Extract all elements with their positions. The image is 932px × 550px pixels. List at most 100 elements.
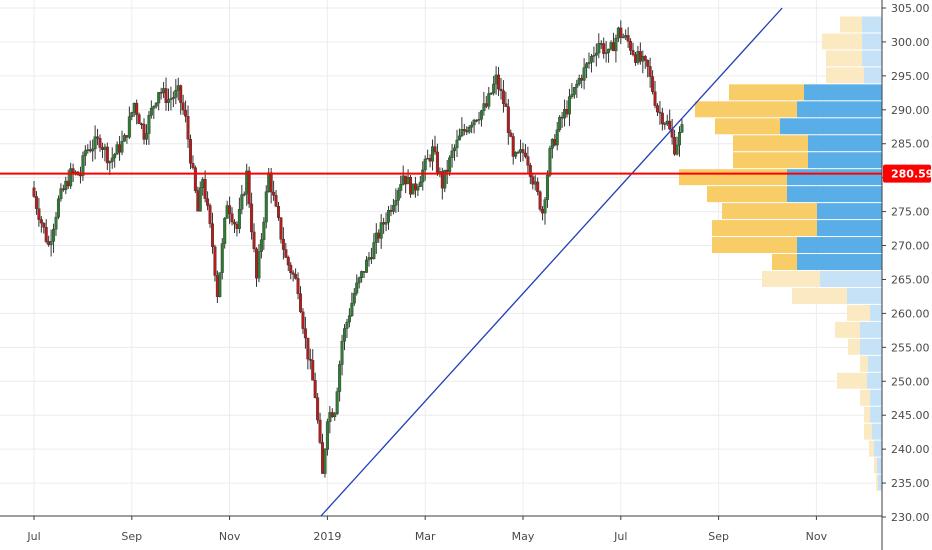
candle-body	[607, 48, 611, 53]
y-tick-label: 295.00	[891, 70, 930, 83]
volume-profile-down-bar	[679, 169, 787, 186]
candle-body	[404, 175, 408, 185]
candle-body	[213, 246, 217, 276]
candle-body	[526, 156, 530, 166]
candle-body	[577, 78, 581, 85]
candle-body	[237, 209, 241, 229]
candle-body	[294, 274, 298, 279]
candle-body	[455, 139, 459, 149]
candle-body	[382, 222, 386, 225]
candle-body	[355, 282, 359, 294]
candle-body	[494, 74, 498, 85]
candle-body	[171, 97, 175, 99]
candle-body	[181, 102, 185, 111]
candle-body	[144, 133, 148, 140]
candle-body	[208, 205, 212, 224]
candle-body	[152, 106, 156, 109]
candle-body	[135, 102, 139, 115]
volume-profile-down-bar	[712, 237, 797, 254]
candle-body	[499, 88, 503, 91]
x-tick-label: Jul	[613, 530, 627, 543]
candle-body	[61, 188, 65, 191]
candle-body	[103, 146, 107, 150]
candle-body	[428, 158, 432, 162]
candle-body	[343, 328, 347, 342]
candle-body	[680, 124, 684, 133]
candle-body	[179, 85, 183, 103]
candle-body	[110, 157, 114, 162]
candle-body	[658, 111, 662, 114]
candle-body	[299, 293, 303, 312]
volume-profile-up-bar	[797, 101, 882, 118]
candle-body	[254, 248, 258, 279]
candle-body	[594, 52, 598, 56]
candle-body	[78, 174, 82, 177]
candle-body	[514, 152, 518, 157]
candle-body	[303, 328, 307, 339]
y-tick-label: 245.00	[891, 409, 930, 422]
candle-body	[465, 130, 469, 133]
candle-body	[487, 93, 491, 107]
volume-profile-up-bar	[870, 406, 882, 423]
candle-body	[42, 222, 46, 228]
candle-body	[313, 380, 317, 398]
x-tick-label: May	[512, 530, 535, 543]
candle-body	[435, 151, 439, 173]
candle-body	[333, 413, 337, 418]
candle-body	[225, 205, 229, 219]
candle-body	[250, 203, 254, 233]
candle-body	[477, 119, 481, 121]
volume-profile-down-bar	[864, 423, 872, 440]
candle-body	[321, 442, 325, 474]
candle-body	[401, 175, 405, 185]
candle-body	[262, 221, 266, 241]
candle-body	[32, 187, 36, 197]
candle-body	[86, 149, 90, 151]
volume-profile-up-bar	[860, 338, 882, 355]
candle-body	[504, 103, 508, 107]
y-tick-label: 275.00	[891, 206, 930, 219]
candle-body	[264, 191, 268, 223]
candle-body	[240, 194, 244, 210]
volume-profile-down-bar	[729, 84, 804, 101]
candle-body	[215, 275, 219, 297]
candle-body	[501, 90, 505, 104]
trend-line-layer[interactable]	[319, 7, 783, 518]
candle-body	[230, 213, 234, 223]
candle-body	[223, 218, 227, 244]
volume-profile-up-bar	[804, 84, 882, 101]
candle-body	[83, 150, 87, 156]
y-tick-label: 300.00	[891, 36, 930, 49]
x-axis-background	[0, 516, 882, 550]
candle-body	[387, 210, 391, 223]
candle-body	[347, 315, 351, 323]
x-tick-label: Mar	[415, 530, 436, 543]
candle-body	[391, 205, 395, 212]
candle-body	[651, 76, 655, 92]
candle-body	[184, 109, 188, 117]
candle-body	[130, 112, 134, 117]
trend-line	[319, 7, 783, 518]
candle-body	[325, 421, 329, 450]
candle-body	[421, 169, 425, 183]
volume-profile-down-bar	[707, 186, 787, 203]
candle-body	[379, 222, 383, 239]
candle-body	[44, 227, 48, 242]
candle-body	[108, 161, 112, 164]
candle-body	[673, 137, 677, 155]
candle-body	[242, 193, 246, 196]
candle-body	[575, 83, 579, 88]
candle-body	[633, 54, 637, 63]
candle-body	[66, 180, 70, 187]
candle-body	[162, 88, 166, 94]
candle-body	[519, 149, 523, 153]
y-tick-label: 260.00	[891, 307, 930, 320]
candle-body	[548, 148, 552, 176]
candle-body	[558, 116, 562, 131]
volume-profile-down-bar	[712, 220, 817, 237]
candle-body	[448, 157, 452, 173]
candle-body	[426, 158, 430, 160]
candle-body	[71, 168, 75, 173]
candle-body	[54, 216, 58, 230]
